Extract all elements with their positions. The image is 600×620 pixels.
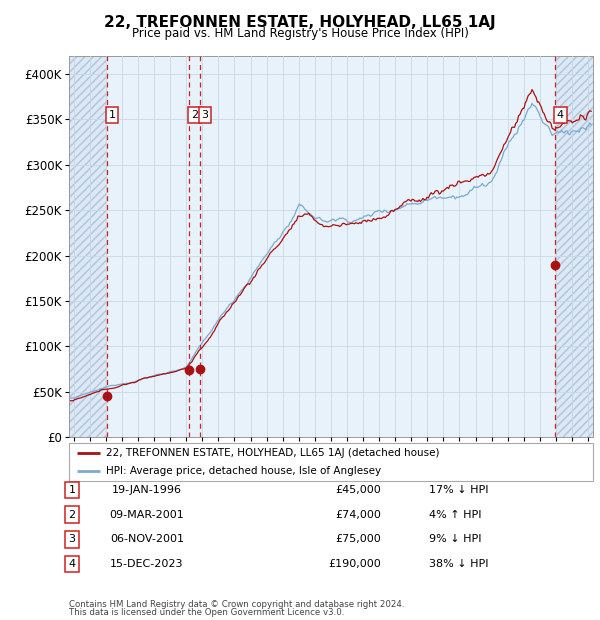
Text: 4: 4 — [68, 559, 76, 569]
Text: 4: 4 — [557, 110, 564, 120]
Text: £74,000: £74,000 — [335, 510, 381, 520]
Text: 38% ↓ HPI: 38% ↓ HPI — [429, 559, 488, 569]
Text: 9% ↓ HPI: 9% ↓ HPI — [429, 534, 482, 544]
Text: 1: 1 — [68, 485, 76, 495]
Text: Price paid vs. HM Land Registry's House Price Index (HPI): Price paid vs. HM Land Registry's House … — [131, 27, 469, 40]
Text: 2: 2 — [68, 510, 76, 520]
Text: 15-DEC-2023: 15-DEC-2023 — [110, 559, 184, 569]
Text: 22, TREFONNEN ESTATE, HOLYHEAD, LL65 1AJ (detached house): 22, TREFONNEN ESTATE, HOLYHEAD, LL65 1AJ… — [106, 448, 439, 458]
Text: HPI: Average price, detached house, Isle of Anglesey: HPI: Average price, detached house, Isle… — [106, 466, 381, 476]
Text: 4% ↑ HPI: 4% ↑ HPI — [429, 510, 482, 520]
Text: This data is licensed under the Open Government Licence v3.0.: This data is licensed under the Open Gov… — [69, 608, 344, 617]
Text: 1: 1 — [109, 110, 115, 120]
Text: Contains HM Land Registry data © Crown copyright and database right 2024.: Contains HM Land Registry data © Crown c… — [69, 600, 404, 609]
Text: 06-NOV-2001: 06-NOV-2001 — [110, 534, 184, 544]
Text: £45,000: £45,000 — [335, 485, 381, 495]
Text: 3: 3 — [68, 534, 76, 544]
Text: 3: 3 — [202, 110, 209, 120]
Text: 09-MAR-2001: 09-MAR-2001 — [110, 510, 184, 520]
FancyBboxPatch shape — [69, 443, 593, 480]
Text: 2: 2 — [191, 110, 198, 120]
Text: 17% ↓ HPI: 17% ↓ HPI — [429, 485, 488, 495]
Text: £75,000: £75,000 — [335, 534, 381, 544]
Text: 19-JAN-1996: 19-JAN-1996 — [112, 485, 182, 495]
Text: 22, TREFONNEN ESTATE, HOLYHEAD, LL65 1AJ: 22, TREFONNEN ESTATE, HOLYHEAD, LL65 1AJ — [104, 16, 496, 30]
Text: £190,000: £190,000 — [328, 559, 381, 569]
